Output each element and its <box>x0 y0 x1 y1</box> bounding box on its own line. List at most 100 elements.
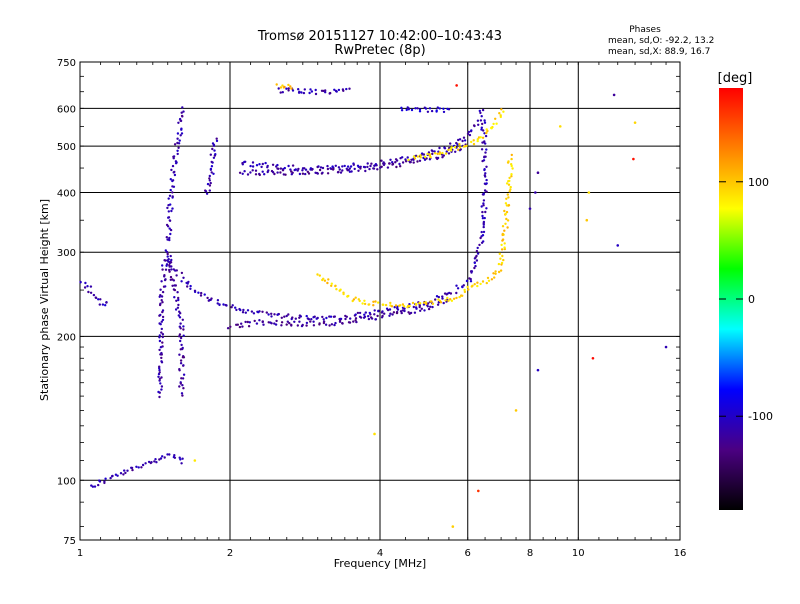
data-point <box>212 172 215 175</box>
data-point <box>255 164 259 167</box>
data-point <box>249 171 252 174</box>
data-point <box>363 313 366 316</box>
data-point <box>318 322 321 325</box>
data-point <box>255 322 259 325</box>
data-point <box>89 291 93 294</box>
data-point <box>261 320 264 323</box>
phase-info-x: mean, sd,X: 88.9, 16.7 <box>608 47 710 57</box>
data-point <box>247 325 251 328</box>
data-point <box>494 117 497 121</box>
data-point <box>505 197 508 200</box>
data-trace <box>79 280 108 307</box>
data-point <box>426 152 429 156</box>
data-point <box>400 109 404 112</box>
data-point <box>405 108 408 112</box>
data-point <box>254 169 258 172</box>
data-point <box>461 285 464 288</box>
data-point <box>160 351 163 355</box>
data-point <box>467 288 470 291</box>
data-point <box>478 243 481 247</box>
data-point <box>147 460 151 464</box>
data-trace <box>238 143 467 177</box>
data-point <box>476 139 479 143</box>
data-point <box>182 110 185 113</box>
data-point <box>483 155 486 158</box>
data-point <box>423 309 426 312</box>
data-point <box>288 322 291 325</box>
data-point <box>485 148 488 151</box>
data-point <box>435 295 439 298</box>
data-trace <box>275 83 293 90</box>
data-point <box>505 182 509 185</box>
data-point <box>364 169 367 173</box>
data-point <box>429 156 432 159</box>
data-point <box>167 216 170 219</box>
data-point <box>163 274 166 277</box>
data-point <box>326 172 330 175</box>
data-point <box>205 192 209 195</box>
data-point <box>494 270 497 273</box>
data-point <box>376 168 379 171</box>
data-point <box>176 132 180 135</box>
data-point <box>382 163 386 167</box>
data-point <box>487 279 491 282</box>
data-point <box>166 259 169 262</box>
data-point <box>87 290 90 294</box>
data-point <box>404 160 408 163</box>
data-point <box>400 106 403 110</box>
data-point <box>415 307 418 310</box>
data-point <box>181 457 184 460</box>
data-point <box>499 269 503 272</box>
data-point <box>322 89 325 93</box>
data-point <box>632 157 635 161</box>
x-tick-label: 1 <box>77 548 83 559</box>
data-point <box>441 151 444 155</box>
data-point <box>470 140 473 144</box>
data-point <box>476 281 479 284</box>
data-point <box>499 257 502 260</box>
data-point <box>244 311 247 314</box>
data-point <box>339 288 342 291</box>
data-point <box>161 290 165 294</box>
data-point <box>297 88 300 91</box>
data-point <box>193 459 197 462</box>
data-point <box>504 222 507 225</box>
plot-frame <box>79 61 681 541</box>
data-point <box>179 336 183 340</box>
data-point <box>438 146 441 150</box>
data-point <box>337 170 340 174</box>
colorbar-tick-label: 0 <box>748 293 755 306</box>
data-point <box>436 303 440 306</box>
data-point <box>238 325 242 329</box>
data-point <box>412 305 415 309</box>
data-point <box>510 175 513 178</box>
data-point <box>160 331 163 334</box>
data-point <box>452 297 456 300</box>
data-point <box>273 172 276 176</box>
colorbar-tick-label: -100 <box>748 410 773 423</box>
data-point <box>294 317 297 320</box>
data-point <box>342 89 345 93</box>
data-point <box>281 84 284 87</box>
data-point <box>330 284 333 287</box>
data-point <box>374 318 377 321</box>
data-point <box>414 107 417 110</box>
data-point <box>318 168 322 172</box>
data-point <box>430 300 433 303</box>
data-point <box>168 261 172 265</box>
data-point <box>399 304 402 307</box>
x-tick-label: 10 <box>572 548 585 559</box>
data-point <box>176 291 179 294</box>
data-point <box>434 298 437 301</box>
data-point <box>428 107 432 110</box>
data-point <box>431 150 434 153</box>
data-point <box>179 119 182 122</box>
y-tick-label: 100 <box>57 476 76 487</box>
data-point <box>474 264 477 268</box>
data-point <box>131 468 134 472</box>
data-point <box>412 155 416 158</box>
data-point <box>176 306 180 309</box>
data-point <box>455 284 458 287</box>
data-point <box>177 146 180 149</box>
data-point <box>373 164 376 167</box>
